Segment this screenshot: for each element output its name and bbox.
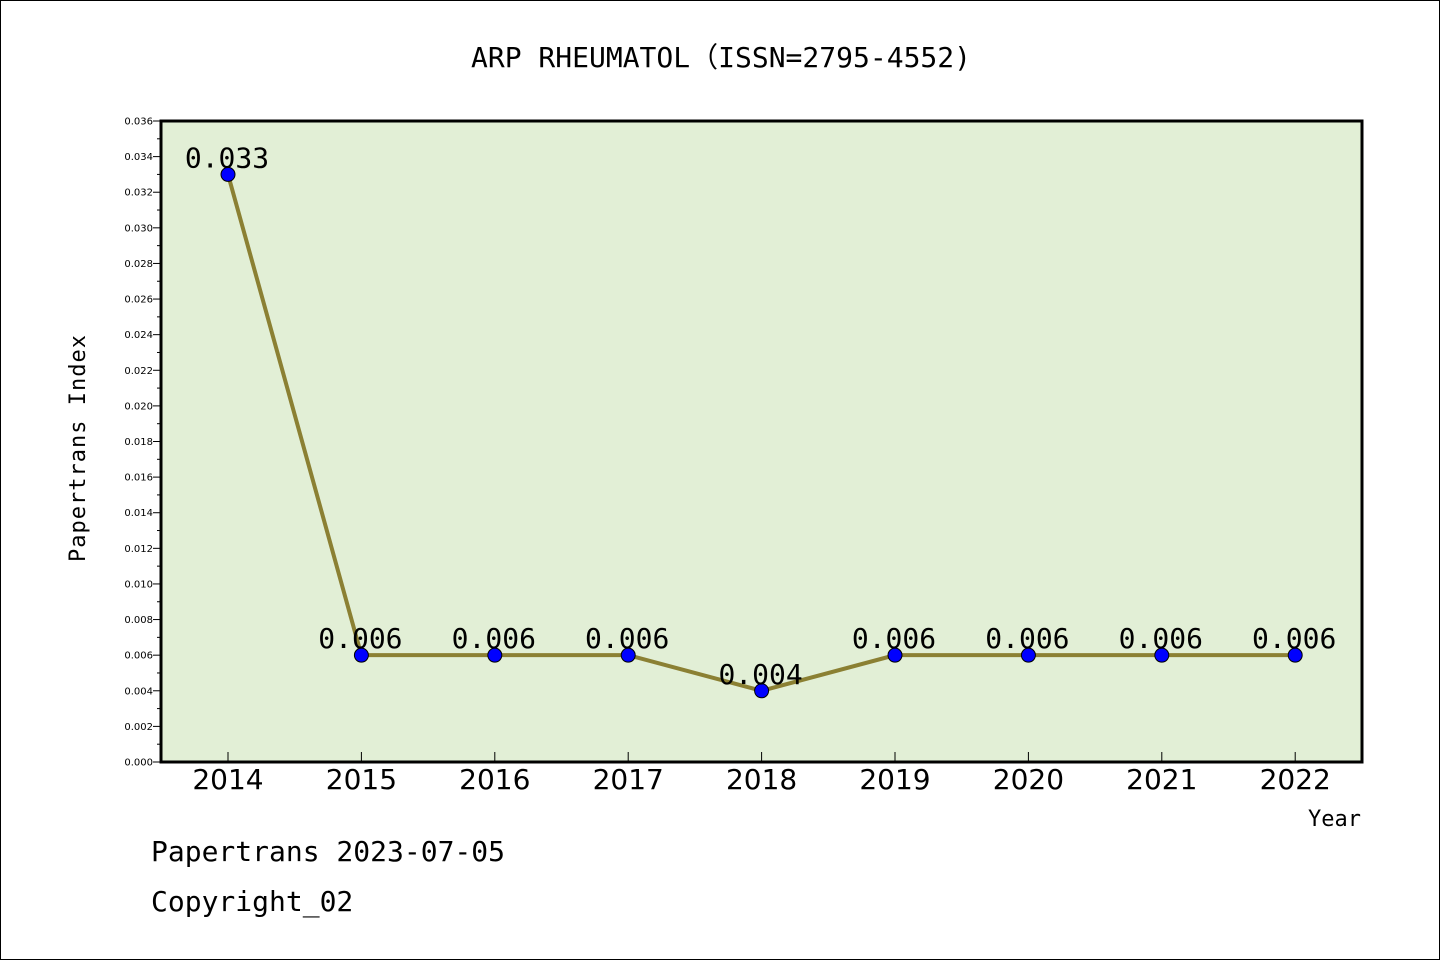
data-label: 0.006 xyxy=(1119,622,1203,655)
y-tick-label: 0.006 xyxy=(124,651,153,662)
y-tick-label: 0.008 xyxy=(124,615,153,626)
data-label: 0.006 xyxy=(852,622,936,655)
data-label: 0.006 xyxy=(585,622,669,655)
data-label: 0.006 xyxy=(452,622,536,655)
y-tick-label: 0.024 xyxy=(124,330,153,341)
data-label: 0.033 xyxy=(185,141,269,174)
y-axis: 0.000 0.002 0.004 0.006 0.008 0.010 0.012 0.014… xyxy=(124,117,161,769)
data-point xyxy=(754,683,770,699)
data-point xyxy=(887,647,903,663)
y-tick-label: 0.014 xyxy=(124,508,153,519)
x-tick-label: 2014 xyxy=(192,763,263,796)
x-axis-label: Year xyxy=(1308,807,1361,832)
data-label: 0.006 xyxy=(318,622,402,655)
x-tick-label: 2016 xyxy=(459,763,530,796)
x-tick-label: 2022 xyxy=(1260,763,1331,796)
y-axis-label: Papertrans Index xyxy=(66,334,91,562)
y-tick-label: 0.000 xyxy=(124,758,153,769)
data-point xyxy=(220,166,236,182)
y-tick-label: 0.028 xyxy=(124,259,153,270)
y-tick-label: 0.004 xyxy=(124,686,153,697)
data-label: 0.006 xyxy=(1252,622,1336,655)
y-tick-label: 0.026 xyxy=(124,295,153,306)
y-tick-label: 0.002 xyxy=(124,722,153,733)
x-tick-label: 2019 xyxy=(859,763,930,796)
y-tick-label: 0.010 xyxy=(124,579,153,590)
y-tick-label: 0.016 xyxy=(124,473,153,484)
y-tick-label: 0.020 xyxy=(124,401,153,412)
data-point xyxy=(1020,647,1036,663)
y-tick-label: 0.036 xyxy=(124,117,153,128)
x-tick-label: 2018 xyxy=(726,763,797,796)
y-tick-label: 0.034 xyxy=(124,152,153,163)
y-tick-label: 0.018 xyxy=(124,437,153,448)
data-point xyxy=(1154,647,1170,663)
x-tick-label: 2017 xyxy=(593,763,664,796)
data-label: 0.004 xyxy=(718,658,802,691)
x-tick-label: 2015 xyxy=(326,763,397,796)
y-tick-label: 0.012 xyxy=(124,544,153,555)
y-tick-label: 0.030 xyxy=(124,223,153,234)
y-tick-label: 0.022 xyxy=(124,366,153,377)
x-tick-label: 2021 xyxy=(1126,763,1197,796)
data-point xyxy=(620,647,636,663)
series-line-group: 0.033 0.006 0.006 0.006 0.004 0.006 0.006 0.006… xyxy=(185,141,1336,699)
footer-date: Papertrans 2023-07-05 xyxy=(151,835,506,868)
chart-title: ARP RHEUMATOL（ISSN=2795-4552) xyxy=(471,41,971,74)
y-tick-label: 0.032 xyxy=(124,188,153,199)
x-axis: 2014 2015 2016 2017 2018 2019 2020 2021 2022 xyxy=(192,752,1331,796)
data-point xyxy=(487,647,503,663)
data-point xyxy=(1287,647,1303,663)
x-tick-label: 2020 xyxy=(993,763,1064,796)
footer-copyright: Copyright_02 xyxy=(151,885,354,918)
data-label: 0.006 xyxy=(985,622,1069,655)
data-point xyxy=(353,647,369,663)
